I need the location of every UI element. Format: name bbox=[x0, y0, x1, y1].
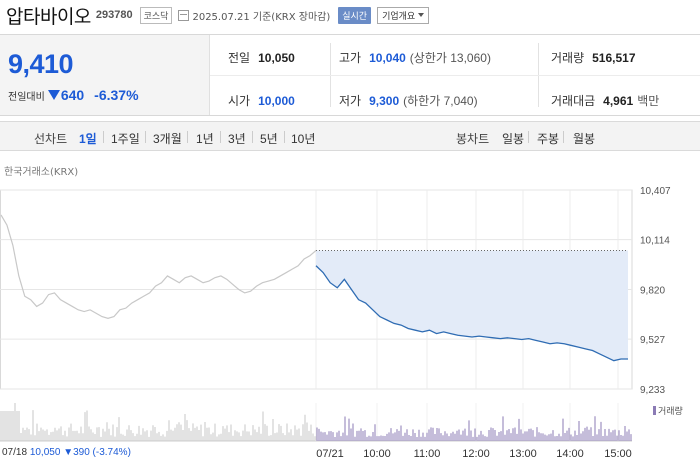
stock-name: 압타바이오 bbox=[6, 5, 91, 28]
prev-session-line bbox=[0, 214, 317, 319]
period-3y[interactable]: 3년 bbox=[228, 132, 246, 146]
period-1d[interactable]: 1일 bbox=[79, 132, 97, 146]
period-5y[interactable]: 5년 bbox=[260, 132, 278, 146]
stat-sub: (하한가 7,040) bbox=[403, 94, 478, 108]
price-chart[interactable]: 10,407 10,114 9,820 9,527 9,233 07/21 10:00 11:… bbox=[0, 155, 700, 465]
stat-value: 10,050 bbox=[258, 51, 295, 65]
stat-trade-value: 거래대금 4,961 백만 bbox=[551, 92, 659, 109]
volume-legend: 거래량 bbox=[653, 404, 683, 417]
stat-high: 고가 10,040 (상한가 13,060) bbox=[339, 49, 491, 66]
period-1y[interactable]: 1년 bbox=[196, 132, 214, 146]
prev-close: 10,050 bbox=[29, 447, 61, 458]
stat-sub: (상한가 13,060) bbox=[409, 51, 491, 65]
change-row: 전일대비 640 -6.37% bbox=[8, 87, 139, 103]
x-tick-label: 10:00 bbox=[363, 448, 391, 460]
stat-prev-close: 전일 10,050 bbox=[228, 49, 295, 66]
stat-value: 4,961 bbox=[603, 94, 634, 108]
candle-weekly[interactable]: 주봉 bbox=[537, 132, 560, 146]
x-tick-label: 15:00 bbox=[604, 448, 632, 460]
company-overview-button[interactable]: 기업개요 bbox=[377, 6, 430, 24]
stat-label: 전일 bbox=[228, 51, 251, 65]
prev-session-summary: 07/18 10,050 ▼390 (-3.74%) bbox=[2, 447, 131, 458]
x-tick-label: 14:00 bbox=[556, 448, 584, 460]
stat-label: 저가 bbox=[339, 94, 362, 108]
company-overview-label: 기업개요 bbox=[382, 11, 416, 22]
stat-label: 시가 bbox=[228, 94, 251, 108]
y-tick-label: 9,820 bbox=[640, 286, 665, 297]
y-tick-label: 9,233 bbox=[640, 385, 665, 396]
divider bbox=[284, 131, 285, 143]
period-3m[interactable]: 3개월 bbox=[153, 132, 182, 146]
current-price: 9,410 bbox=[8, 49, 74, 79]
x-tick-label: 07/21 bbox=[316, 448, 344, 460]
stock-header: 압타바이오 293780 코스닥 2025.07.21 기준(KRX 장마감) … bbox=[0, 0, 700, 30]
stat-value: 9,300 bbox=[369, 94, 400, 108]
candle-chart-label: 봉차트 bbox=[456, 132, 490, 146]
date-text: 2025.07.21 기준(KRX 장마감) bbox=[192, 11, 331, 23]
change-percent: -6.37% bbox=[94, 87, 139, 103]
divider bbox=[187, 131, 188, 143]
stat-open: 시가 10,000 bbox=[228, 92, 295, 109]
divider bbox=[220, 131, 221, 143]
y-tick-label: 10,407 bbox=[640, 186, 671, 197]
stat-label: 거래대금 bbox=[551, 94, 596, 108]
stat-label: 거래량 bbox=[551, 51, 585, 65]
stat-value: 10,040 bbox=[369, 51, 406, 65]
price-area: 9,410 전일대비 640 -6.37% bbox=[0, 35, 210, 115]
x-tick-label: 12:00 bbox=[462, 448, 490, 460]
prev-change: ▼390 (-3.74%) bbox=[63, 447, 131, 458]
volume-swatch bbox=[653, 406, 656, 415]
volume-legend-label: 거래량 bbox=[658, 407, 683, 417]
divider bbox=[145, 131, 146, 143]
divider bbox=[528, 131, 529, 143]
period-10y[interactable]: 10년 bbox=[291, 132, 316, 146]
calendar-icon bbox=[178, 9, 190, 21]
divider bbox=[210, 75, 700, 76]
chart-source-label: 한국거래소(KRX) bbox=[4, 167, 79, 178]
x-tick-label: 11:00 bbox=[414, 448, 441, 460]
candle-monthly[interactable]: 월봉 bbox=[573, 132, 596, 146]
down-arrow-icon bbox=[47, 90, 60, 100]
chevron-down-icon bbox=[418, 13, 425, 17]
stat-unit: 백만 bbox=[637, 94, 660, 108]
period-bar: 선차트 1일 1주일 3개월 1년 3년 5년 10년 봉차트 일봉 주봉 월봉 bbox=[0, 121, 700, 151]
prev-date: 07/18 bbox=[2, 447, 28, 458]
stock-code: 293780 bbox=[95, 9, 133, 21]
quote-summary: 9,410 전일대비 640 -6.37% 전일 10,050 고가 10,04… bbox=[0, 34, 700, 116]
stat-value: 516,517 bbox=[592, 51, 636, 65]
price-fill-area bbox=[316, 250, 628, 361]
line-chart-label: 선차트 bbox=[34, 132, 68, 146]
stat-low: 저가 9,300 (하한가 7,040) bbox=[339, 92, 478, 109]
stat-label: 고가 bbox=[339, 51, 362, 65]
divider bbox=[103, 131, 104, 143]
y-tick-label: 10,114 bbox=[640, 236, 670, 247]
candle-daily[interactable]: 일봉 bbox=[502, 132, 525, 146]
period-1w[interactable]: 1주일 bbox=[111, 132, 140, 146]
x-tick-label: 13:00 bbox=[509, 448, 537, 460]
stat-volume: 거래량 516,517 bbox=[551, 49, 636, 66]
divider bbox=[252, 131, 253, 143]
change-label: 전일대비 bbox=[8, 91, 45, 103]
change-amount: 640 bbox=[60, 87, 85, 103]
stat-value: 10,000 bbox=[258, 94, 295, 108]
divider bbox=[563, 131, 564, 143]
realtime-button[interactable]: 실시간 bbox=[338, 6, 372, 24]
y-tick-label: 9,527 bbox=[640, 335, 665, 346]
price-line bbox=[315, 265, 628, 362]
market-badge: 코스닥 bbox=[139, 6, 173, 24]
